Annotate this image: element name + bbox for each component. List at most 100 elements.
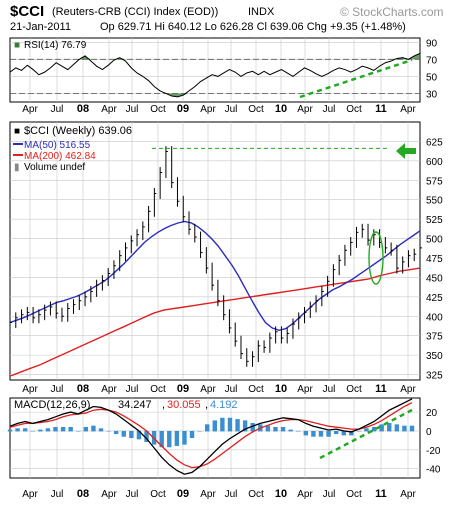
ma50-legend-label: MA(50) 516.55 <box>24 140 91 151</box>
xtick-label: Apr <box>200 384 216 395</box>
xtick-label: Apr <box>297 104 313 115</box>
xtick-label: 08 <box>77 383 89 395</box>
xtick-label: Apr <box>400 384 416 395</box>
macd-histogram-bar <box>22 428 28 432</box>
price-ytick-label: 450 <box>426 273 443 284</box>
volume-legend-swatch: ▮ <box>14 162 20 173</box>
xtick-label: Jul <box>225 104 238 115</box>
ma50-line <box>9 220 421 332</box>
macd-line <box>9 398 413 475</box>
macd-value-label: 34.247 <box>118 399 152 411</box>
exchange-label: INDX <box>248 6 275 18</box>
macd-sep: , <box>162 399 165 411</box>
xtick-label: 09 <box>177 488 189 500</box>
macd-histogram-bar <box>76 430 81 432</box>
xtick-label: Oct <box>248 104 264 115</box>
macd-histogram-bar <box>288 429 293 432</box>
macd-histogram-bar <box>45 428 51 432</box>
macd-histogram-bar <box>121 430 126 437</box>
macd-histogram-bar <box>318 430 324 437</box>
xtick-label: Apr <box>200 489 216 500</box>
macd-histogram-bar <box>333 430 339 435</box>
xtick-label: Oct <box>150 489 166 500</box>
price-ytick-label: 325 <box>426 371 443 382</box>
macd-histogram-bar <box>394 424 400 432</box>
xtick-label: 09 <box>177 383 189 395</box>
macd-histogram-bar <box>296 430 301 432</box>
rsi-series-line <box>9 52 421 98</box>
xtick-label: 09 <box>177 103 189 115</box>
price-ytick-label: 350 <box>426 351 443 362</box>
macd-histogram-bar <box>68 426 73 432</box>
macd-histogram-bar <box>364 428 369 432</box>
rsi-ytick-label: 30 <box>426 89 438 100</box>
price-ytick-label: 550 <box>426 196 443 207</box>
macd-histogram-bar <box>371 426 377 432</box>
xtick-label: Oct <box>248 489 264 500</box>
xtick-label: Oct <box>150 384 166 395</box>
xtick-label: 11 <box>375 383 387 395</box>
macd-histogram-bar <box>349 430 354 436</box>
price-ytick-label: 375 <box>426 332 443 343</box>
rsi-legend-label: RSI(14) 76.79 <box>24 40 87 51</box>
macd-histogram-bar <box>91 425 96 432</box>
xtick-label: Oct <box>248 384 264 395</box>
xtick-label: Apr <box>101 384 117 395</box>
price-legend-swatch: ■ <box>14 126 20 137</box>
xtick-label: 08 <box>77 103 89 115</box>
macd-histogram-bar <box>280 426 286 432</box>
macd-histogram-bar <box>159 430 164 448</box>
macd-histogram-bar <box>38 429 43 432</box>
xtick-label: Jul <box>126 384 139 395</box>
macd-histogram-bar <box>227 417 233 432</box>
price-ytick-label: 525 <box>426 215 443 226</box>
macd-histogram-bar <box>15 428 20 432</box>
xtick-label: Apr <box>400 104 416 115</box>
macd-histogram-bar <box>250 423 255 432</box>
macd-histogram-bar <box>53 426 58 432</box>
xtick-label: 10 <box>275 383 287 395</box>
macd-histogram-bar <box>7 429 13 432</box>
xtick-label: 10 <box>275 103 287 115</box>
macd-histogram-bar <box>242 420 248 432</box>
xtick-label: 08 <box>77 488 89 500</box>
macd-histogram-bar <box>106 430 111 432</box>
macd-histogram-bar <box>265 425 271 432</box>
macd-histogram-bar <box>129 430 134 439</box>
macd-histogram-bar <box>83 426 89 432</box>
macd-signal-label: 30.055 <box>167 399 201 411</box>
macd-histogram-bar <box>60 426 66 432</box>
macd-histogram-bar <box>174 430 180 446</box>
macd-histogram-bar <box>167 430 172 448</box>
macd-panel-frame <box>9 397 421 479</box>
xtick-label: Oct <box>150 104 166 115</box>
rsi-legend-swatch: ■ <box>14 40 20 51</box>
macd-histogram-bar <box>273 426 278 432</box>
date-label: 21-Jan-2011 <box>10 21 71 33</box>
rsi-panel-frame <box>9 37 421 103</box>
xtick-label: Apr <box>400 489 416 500</box>
ma200-line <box>9 267 421 377</box>
macd-histogram-bar <box>387 423 392 432</box>
price-ytick-label: 600 <box>426 157 443 168</box>
price-ytick-label: 400 <box>426 312 443 323</box>
xtick-label: Jul <box>126 489 139 500</box>
ma200-legend-label: MA(200) 462.84 <box>24 151 96 162</box>
macd-histogram-bar <box>136 430 142 440</box>
xtick-label: 11 <box>375 488 387 500</box>
macd-ytick-label: 0 <box>426 427 432 438</box>
xtick-label: Jul <box>323 489 336 500</box>
macd-histogram-bar <box>311 430 316 437</box>
xtick-label: Jul <box>126 104 139 115</box>
xtick-label: Oct <box>346 104 362 115</box>
xtick-label: Jul <box>51 104 64 115</box>
price-ytick-label: 500 <box>426 235 443 246</box>
rsi-ytick-label: 50 <box>426 72 438 83</box>
xtick-label: Jul <box>225 384 238 395</box>
xtick-label: Jul <box>225 489 238 500</box>
xtick-label: Apr <box>297 489 313 500</box>
macd-histogram-bar <box>220 417 225 432</box>
quote-label: Op 629.71 Hi 640.12 Lo 626.28 Cl 639.06 … <box>100 21 406 33</box>
